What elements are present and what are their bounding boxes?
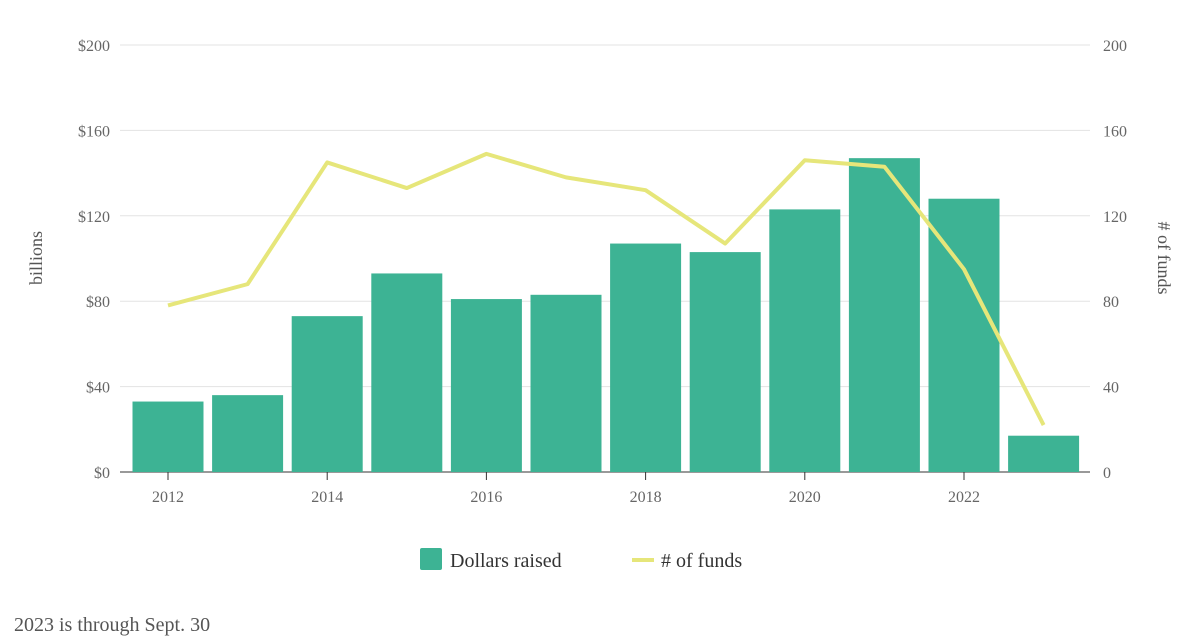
legend-line-label: # of funds bbox=[661, 550, 742, 572]
x-tick-label: 2016 bbox=[470, 489, 502, 506]
bar-2014 bbox=[292, 316, 363, 472]
x-tick-label: 2018 bbox=[630, 489, 662, 506]
y2-tick-label: 160 bbox=[1103, 123, 1127, 140]
y2-tick-label: 120 bbox=[1103, 209, 1127, 226]
y2-tick-label: 40 bbox=[1103, 380, 1119, 397]
y-tick-label: $80 bbox=[86, 294, 110, 311]
bar-2013 bbox=[212, 395, 283, 472]
footnote: 2023 is through Sept. 30 bbox=[14, 614, 210, 637]
y-tick-label: $200 bbox=[78, 38, 110, 55]
bar-2017 bbox=[531, 295, 602, 472]
legend-bar-label: Dollars raised bbox=[450, 550, 562, 572]
x-tick-label: 2014 bbox=[311, 489, 343, 506]
bar-2020 bbox=[769, 209, 840, 472]
x-tick-label: 2022 bbox=[948, 489, 980, 506]
bar-2015 bbox=[371, 273, 442, 472]
bar-2018 bbox=[610, 244, 681, 472]
y2-tick-label: 200 bbox=[1103, 38, 1127, 55]
bar-2019 bbox=[690, 252, 761, 472]
y2-axis-label: # of funds bbox=[1154, 222, 1174, 295]
y2-tick-label: 0 bbox=[1103, 465, 1111, 482]
y2-tick-label: 80 bbox=[1103, 294, 1119, 311]
y-tick-label: $160 bbox=[78, 123, 110, 140]
bar-2016 bbox=[451, 299, 522, 472]
y-axis-label: billions bbox=[26, 231, 46, 285]
bar-2021 bbox=[849, 158, 920, 472]
x-tick-label: 2020 bbox=[789, 489, 821, 506]
bar-2012 bbox=[133, 402, 204, 472]
y-tick-label: $120 bbox=[78, 209, 110, 226]
x-tick-label: 2012 bbox=[152, 489, 184, 506]
bar-2023 bbox=[1008, 436, 1079, 472]
legend-bar-swatch bbox=[420, 548, 442, 570]
y-tick-label: $40 bbox=[86, 380, 110, 397]
y-tick-label: $0 bbox=[94, 465, 110, 482]
